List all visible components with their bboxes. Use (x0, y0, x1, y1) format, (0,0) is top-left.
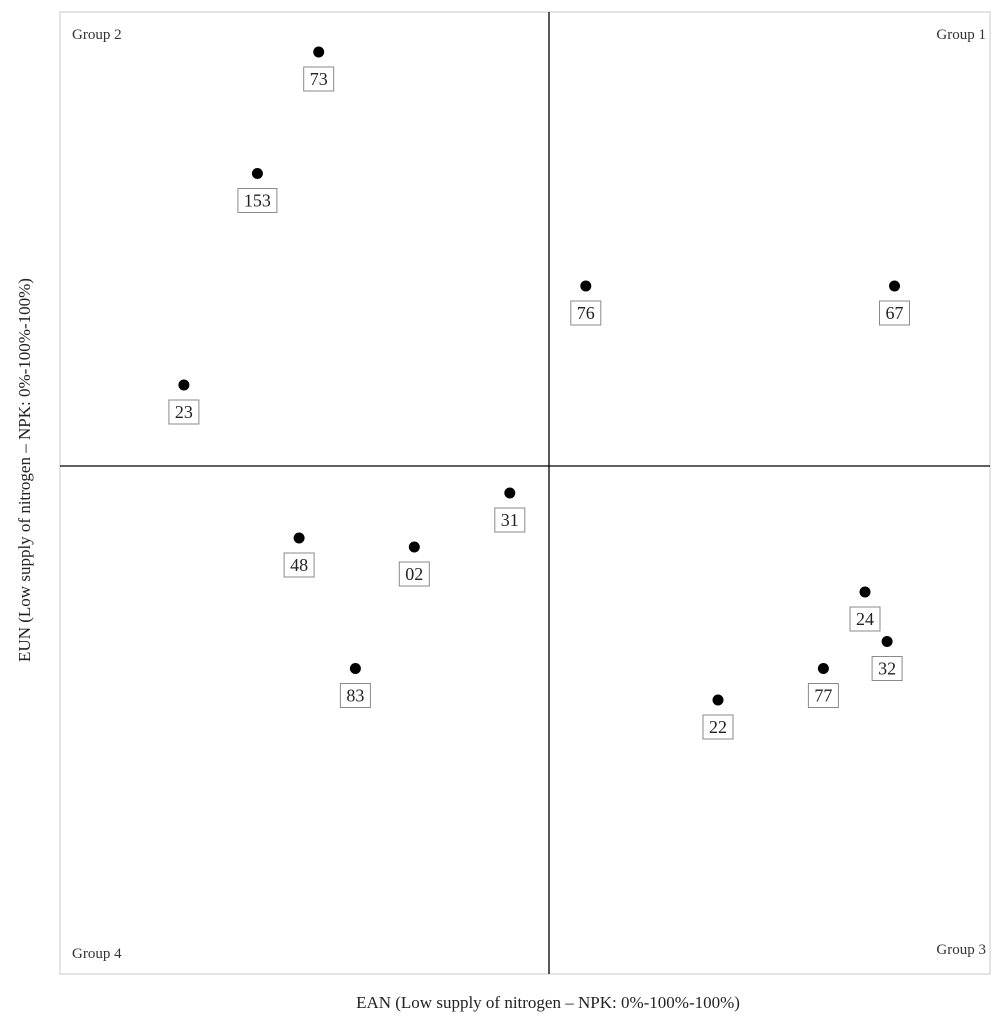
group-3-label: Group 3 (936, 942, 986, 958)
point-label: 31 (501, 510, 519, 530)
point-label-box (168, 399, 200, 425)
point-label-box (303, 66, 335, 92)
scatter-point (504, 487, 516, 499)
x-axis-label: EAN (Low supply of nitrogen – NPK: 0%-10… (356, 993, 740, 1012)
scatter-point (349, 663, 361, 674)
scatter-point (712, 694, 724, 706)
scatter-point (251, 168, 263, 179)
scatter-point (881, 636, 893, 647)
point-label: 83 (346, 686, 364, 706)
scatter-point (859, 586, 871, 598)
point-label-box (807, 683, 839, 708)
point-label: 67 (886, 303, 904, 323)
scatter-point (889, 280, 900, 292)
point-label: 02 (405, 564, 423, 584)
point-label-box (283, 552, 315, 578)
point-label: 32 (878, 659, 896, 679)
point-label-box (849, 606, 881, 632)
group-1-label: Group 1 (936, 27, 986, 43)
scatter-point (408, 541, 420, 553)
point-label-box (702, 714, 734, 740)
group-2-label: Group 2 (72, 27, 122, 43)
scatter-point (817, 663, 829, 674)
point-label-box (339, 683, 371, 708)
point-label-box (879, 300, 910, 326)
point-label-box (237, 188, 278, 213)
group-4-label: Group 4 (72, 946, 122, 962)
scatter-point (178, 379, 190, 391)
points-layer: 73 153 76 67 23 31 48 02 24 32 83 77 22 (168, 46, 910, 740)
plot-frame (59, 11, 991, 975)
y-axis-label: EUN (Low supply of nitrogen – NPK: 0%-10… (15, 278, 34, 662)
point-label: 73 (310, 69, 328, 89)
point-label: 23 (175, 402, 193, 422)
point-label-box (398, 561, 430, 587)
scatter-point (313, 46, 325, 58)
point-label-box (570, 300, 602, 326)
point-label: 76 (577, 303, 595, 323)
point-label: 48 (290, 555, 308, 575)
point-label-box (871, 656, 903, 681)
scatter-point (293, 532, 305, 544)
point-label-box (494, 507, 526, 533)
point-label: 77 (814, 686, 832, 706)
scatter-point (580, 280, 592, 292)
point-label: 153 (244, 191, 271, 211)
point-label: 24 (856, 609, 874, 629)
point-label: 22 (709, 717, 727, 737)
